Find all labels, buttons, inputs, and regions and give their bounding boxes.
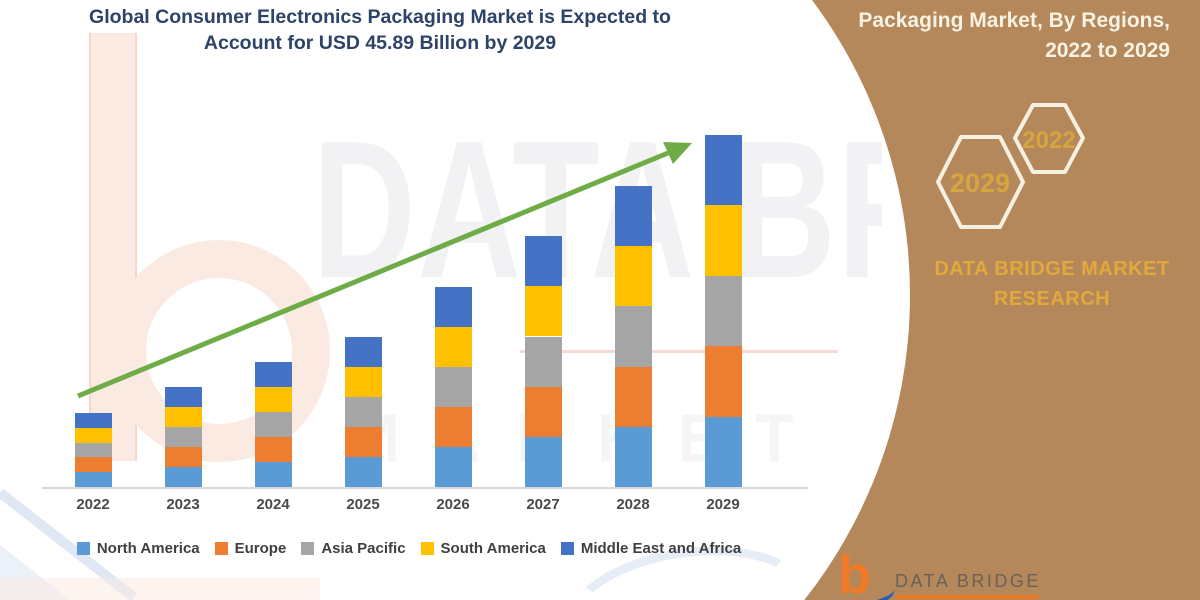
bar-segment-asia-pacific-2026 <box>434 366 472 407</box>
bar-segment-asia-pacific-2024 <box>254 411 292 437</box>
bar-segment-asia-pacific-2022 <box>74 442 112 458</box>
x-axis-label-2026: 2026 <box>436 496 470 513</box>
footer-logo-b-icon: b <box>838 545 871 600</box>
legend-item-south-america: South America <box>420 540 546 557</box>
bar-segment-middle-east-and-africa-2028 <box>614 185 652 247</box>
x-axis-label-2025: 2025 <box>346 496 380 513</box>
bar-segment-south-america-2026 <box>434 326 472 367</box>
bar-segment-asia-pacific-2023 <box>164 426 202 447</box>
legend-label: Europe <box>234 540 287 557</box>
hexagon-2029 <box>936 135 1025 229</box>
hexagon-2029-label: 2029 <box>950 168 1010 198</box>
bar-segment-north-america-2024 <box>254 461 292 487</box>
legend-swatch-icon <box>301 542 315 555</box>
footer-logo-underline <box>896 595 1038 599</box>
side-panel-heading: Packaging Market, By Regions, 2022 to 20… <box>840 6 1170 67</box>
x-axis-label-2028: 2028 <box>616 496 650 513</box>
bar-segment-north-america-2022 <box>74 472 112 487</box>
legend-swatch-icon <box>214 542 228 555</box>
legend-label: South America <box>440 540 546 557</box>
x-axis-label-2027: 2027 <box>526 496 560 513</box>
legend-item-europe: Europe <box>214 540 287 557</box>
side-panel-heading-line2: 2022 to 2029 <box>1045 39 1170 63</box>
bar-segment-europe-2029 <box>704 346 742 417</box>
legend-item-north-america: North America <box>76 540 200 557</box>
bar-segment-north-america-2023 <box>164 466 202 487</box>
bar-segment-europe-2025 <box>344 427 382 457</box>
x-axis-line <box>42 487 808 489</box>
legend-item-middle-east-and-africa: Middle East and Africa <box>560 540 742 557</box>
bar-segment-south-america-2023 <box>164 406 202 427</box>
chart-legend: North America Europe Asia Pacific South Ame… <box>45 540 773 557</box>
bar-segment-asia-pacific-2027 <box>524 336 562 387</box>
bar-segment-middle-east-and-africa-2022 <box>74 412 112 428</box>
bar-segment-middle-east-and-africa-2026 <box>434 286 472 327</box>
legend-swatch-icon <box>560 542 574 555</box>
legend-item-asia-pacific: Asia Pacific <box>301 540 406 557</box>
legend-label: Middle East and Africa <box>580 540 742 557</box>
bar-segment-south-america-2025 <box>344 367 382 398</box>
bar-segment-europe-2027 <box>524 386 562 437</box>
bar-segment-south-america-2022 <box>74 427 112 443</box>
brand-text-line1: DATA BRIDGE MARKET <box>934 258 1170 280</box>
bar-segment-south-america-2029 <box>704 205 742 276</box>
bar-segment-north-america-2026 <box>434 446 472 487</box>
bar-segment-south-america-2024 <box>254 386 292 412</box>
legend-label: Asia Pacific <box>321 540 406 557</box>
bar-segment-north-america-2027 <box>524 436 562 487</box>
bars-layer: 2022 2023 2024 2025 2026 2027 2028 2029 <box>74 134 742 513</box>
bar-segment-europe-2026 <box>434 406 472 447</box>
bar-segment-middle-east-and-africa-2029 <box>704 134 742 206</box>
bar-segment-north-america-2028 <box>614 426 652 487</box>
chart-title-line2: Account for USD 45.89 Billion by 2029 <box>203 32 557 55</box>
chart-title-line1: Global Consumer Electronics Packaging Ma… <box>89 6 671 28</box>
bar-segment-middle-east-and-africa-2027 <box>524 236 562 287</box>
x-axis-label-2029: 2029 <box>706 496 740 513</box>
footer-logo-brand: DATA BRIDGE <box>895 571 1041 591</box>
bar-segment-middle-east-and-africa-2025 <box>344 337 382 368</box>
bar-segment-south-america-2027 <box>524 286 562 337</box>
x-axis-label-2023: 2023 <box>166 496 200 513</box>
bar-segment-south-america-2028 <box>614 246 652 307</box>
legend-swatch-icon <box>420 542 434 555</box>
brand-text: DATA BRIDGE MARKET RESEARCH <box>928 254 1176 314</box>
bar-segment-north-america-2029 <box>704 416 742 487</box>
bar-segment-asia-pacific-2025 <box>344 397 382 427</box>
legend-label: North America <box>96 540 200 557</box>
bar-segment-middle-east-and-africa-2024 <box>254 361 292 387</box>
bar-segment-europe-2022 <box>74 457 112 473</box>
legend-swatch-icon <box>76 542 90 555</box>
bar-segment-middle-east-and-africa-2023 <box>164 386 202 407</box>
side-panel-heading-line1: Packaging Market, By Regions, <box>858 9 1170 32</box>
bar-segment-europe-2024 <box>254 436 292 462</box>
bar-segment-europe-2023 <box>164 446 202 467</box>
bar-segment-asia-pacific-2029 <box>704 275 742 347</box>
x-axis-label-2024: 2024 <box>256 496 290 513</box>
hexagon-2022-label: 2022 <box>1022 127 1075 154</box>
bar-segment-europe-2028 <box>614 366 652 427</box>
hexagon-2022 <box>1013 103 1085 174</box>
brand-text-line2: RESEARCH <box>993 288 1111 310</box>
bar-segment-asia-pacific-2028 <box>614 306 652 367</box>
bar-segment-north-america-2025 <box>344 457 382 487</box>
x-axis-label-2022: 2022 <box>76 496 110 513</box>
chart-title: Global Consumer Electronics Packaging Ma… <box>30 4 730 57</box>
hexagon-badges: 2029 2022 <box>936 103 1085 229</box>
